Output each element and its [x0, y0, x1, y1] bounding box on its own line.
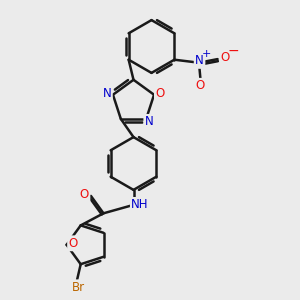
Text: +: + [202, 49, 212, 59]
Text: Br: Br [72, 281, 85, 294]
Text: O: O [69, 237, 78, 250]
Text: N: N [145, 116, 154, 128]
Text: O: O [155, 87, 165, 100]
Text: −: − [227, 44, 239, 58]
Text: NH: NH [131, 198, 149, 212]
Text: O: O [220, 51, 230, 64]
Text: O: O [80, 188, 89, 201]
Text: O: O [196, 79, 205, 92]
Text: N: N [195, 54, 204, 68]
Text: N: N [103, 87, 111, 100]
